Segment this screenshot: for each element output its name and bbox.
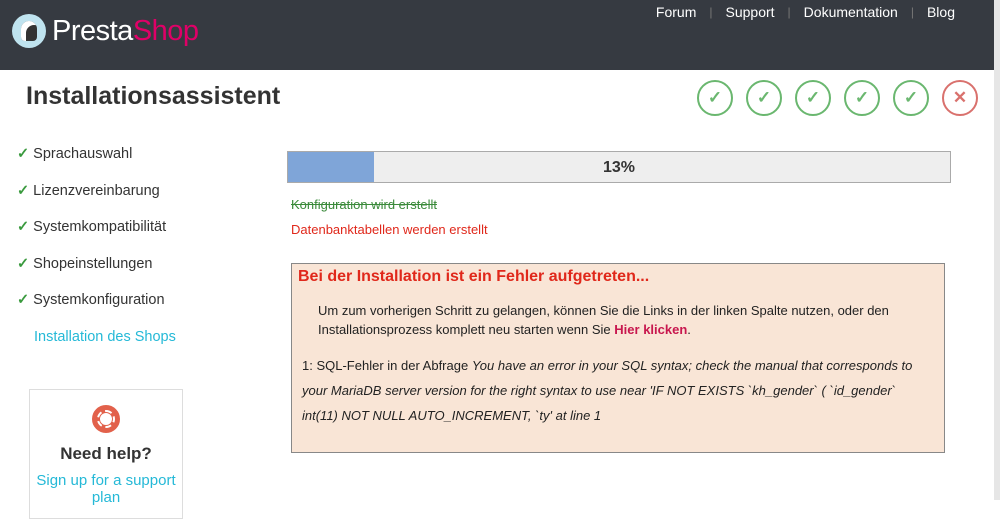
page-title: Installationsassistent [26,82,281,110]
nav-separator: | [787,5,791,19]
top-nav: Forum | Support | Dokumentation | Blog [643,4,968,21]
logo-text-presta: Presta [52,14,133,47]
check-icon: ✓ [17,182,30,199]
prestashop-logo[interactable]: PrestaShop [12,14,199,48]
error-text-body: Um zum vorherigen Schritt zu gelangen, k… [318,303,889,337]
progress-fill [288,152,375,182]
step-done-check-icon: ✓ [893,80,929,116]
check-icon: ✓ [17,146,30,162]
progress-percent: 13% [602,159,636,176]
status-current: Datenbanktabellen werden erstellt [291,222,488,237]
sidebar-item-language[interactable]: ✓ Sprachauswahl [17,146,176,183]
step-done-check-icon: ✓ [697,80,733,116]
sql-error-message: You have an error in your SQL syntax; ch… [302,358,913,423]
nav-documentation[interactable]: Dokumentation [803,4,898,20]
top-header: PrestaShop Forum | Support | Dokumentation… [0,0,994,70]
support-plan-link[interactable]: Sign up for a support plan [36,472,176,506]
error-title: Bei der Installation ist ein Fehler aufg… [298,268,650,285]
help-title: Need help? [60,444,152,463]
step-done-check-icon: ✓ [795,80,831,116]
sidebar-item-label: Systemkonfiguration [33,292,165,309]
check-icon: ✓ [17,219,30,236]
sidebar-item-system-config[interactable]: ✓ Systemkonfiguration [17,292,176,329]
status-done: Konfiguration wird erstellt [291,197,437,212]
nav-separator: | [709,5,713,19]
sidebar-item-compatibility[interactable]: ✓ Systemkompatibilität [17,219,176,256]
sidebar-item-label: Sprachauswahl [33,146,133,162]
sidebar-item-label: Installation des Shops [34,328,176,345]
nav-blog[interactable]: Blog [926,4,955,20]
restart-link[interactable]: Hier klicken [614,322,688,337]
check-icon: ✓ [17,255,30,272]
nav-support[interactable]: Support [725,4,775,20]
error-text: Um zum vorherigen Schritt zu gelangen, k… [318,301,924,339]
sql-error-prefix: 1: SQL-Fehler in der Abfrage [302,358,469,373]
sidebar-item-label: Systemkompatibilität [33,219,167,236]
puffin-logo-icon [12,14,46,48]
logo-text-shop: Shop [132,14,199,47]
help-box: Need help? Sign up for a support plan [29,389,183,519]
step-done-check-icon: ✓ [746,80,782,116]
step-indicators: ✓ ✓ ✓ ✓ ✓ ✕ [697,80,978,116]
sidebar-steps: ✓ Sprachauswahl ✓ Lizenzvereinbarung ✓ Syst… [17,146,176,366]
lifebuoy-icon [92,405,120,433]
check-icon: ✓ [17,292,30,309]
error-text-end: . [687,322,691,337]
nav-separator: | [910,5,914,19]
nav-forum[interactable]: Forum [655,4,697,20]
sidebar-item-installation: Installation des Shops [17,329,176,366]
step-done-check-icon: ✓ [844,80,880,116]
sidebar-item-shop-settings[interactable]: ✓ Shopeinstellungen [17,256,176,293]
progress-bar: 13% [287,151,951,183]
sidebar-item-label: Lizenzvereinbarung [33,182,160,199]
error-box: Bei der Installation ist ein Fehler aufg… [291,263,945,453]
step-error-x-icon: ✕ [942,80,978,116]
sidebar-item-license[interactable]: ✓ Lizenzvereinbarung [17,183,176,220]
sql-error: 1: SQL-Fehler in der Abfrage You have an… [302,353,932,428]
scrollbar[interactable] [994,0,1000,500]
sidebar-item-label: Shopeinstellungen [33,255,153,272]
